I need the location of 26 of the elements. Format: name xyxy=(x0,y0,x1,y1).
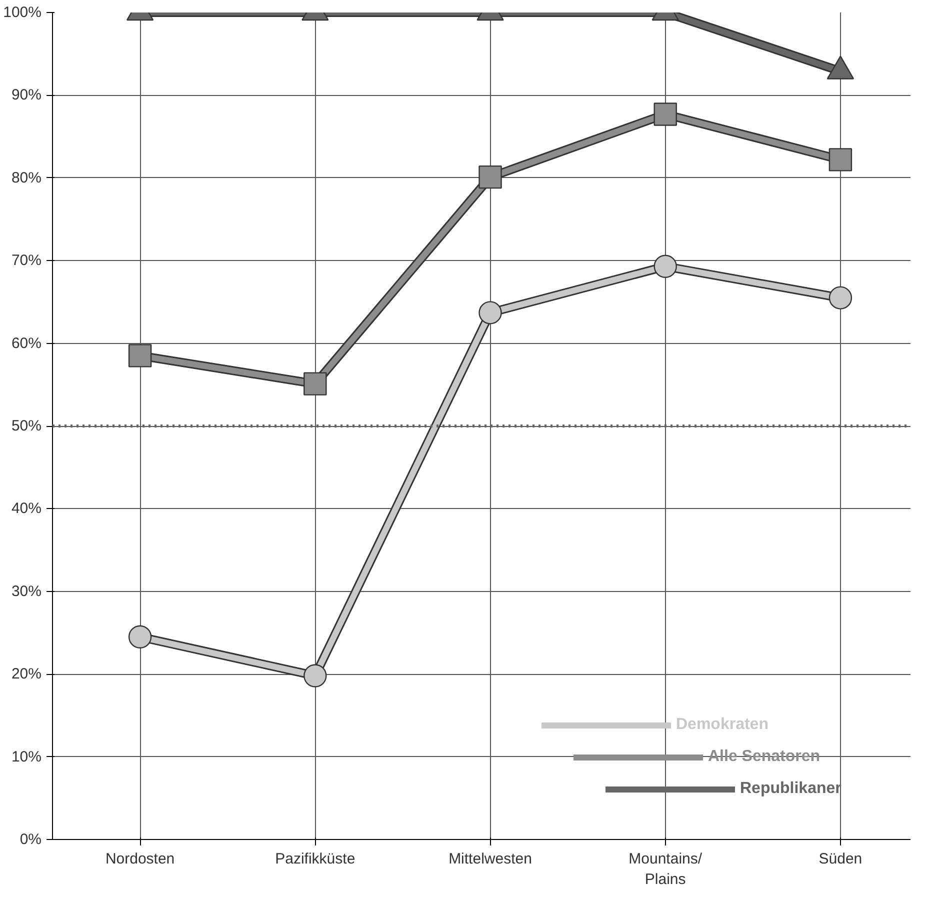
x-tick-label: Pazifikküste xyxy=(275,850,356,868)
y-tick-label: 100% xyxy=(3,4,42,21)
y-tick-label: 30% xyxy=(11,582,42,600)
y-tick-label: 80% xyxy=(11,169,42,186)
y-tick-label: 60% xyxy=(11,334,42,352)
point xyxy=(654,102,677,126)
x-tick-label: Mountains/ Plains xyxy=(628,850,703,888)
y-tick-label: 0% xyxy=(20,831,42,848)
point xyxy=(304,372,327,396)
y-tick-label: 70% xyxy=(11,252,42,270)
x-tick-label: Nordosten xyxy=(105,850,175,868)
point xyxy=(478,165,502,189)
y-tick-label: 90% xyxy=(11,86,42,104)
y-tick-label: 10% xyxy=(11,748,42,766)
point xyxy=(304,664,327,688)
y-tick-label: 20% xyxy=(11,666,42,683)
point xyxy=(828,286,852,310)
y-tick-label: 50% xyxy=(11,418,42,434)
y-tick-label: 40% xyxy=(11,500,42,518)
point xyxy=(128,625,152,648)
point xyxy=(654,254,677,278)
point xyxy=(478,301,502,324)
x-tick-label: Mittelwesten xyxy=(448,850,532,868)
point xyxy=(828,148,852,172)
point xyxy=(128,344,152,368)
x-tick-label: Süden xyxy=(818,850,862,868)
